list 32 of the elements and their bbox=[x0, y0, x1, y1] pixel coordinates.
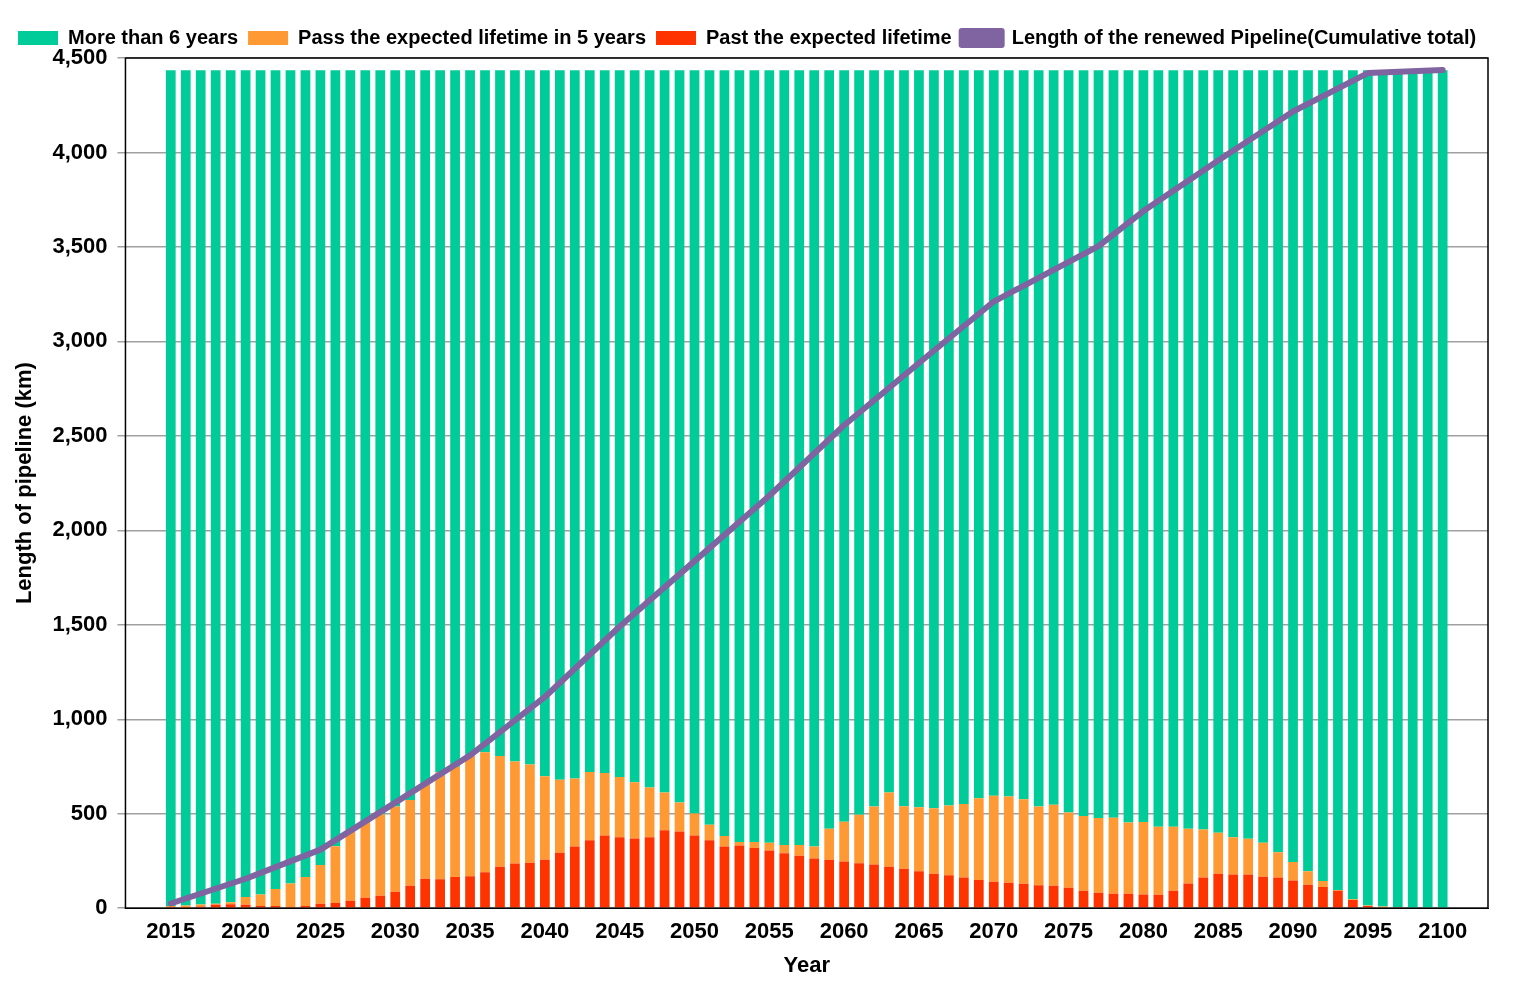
x-tick-label: 2050 bbox=[670, 918, 719, 944]
x-tick-label: 2055 bbox=[744, 918, 794, 944]
x-tick-label: 2070 bbox=[969, 918, 1019, 944]
legend-label: Length of the renewed Pipeline(Cumulative total) bbox=[1011, 25, 1477, 48]
x-tick-label: 2065 bbox=[894, 918, 944, 944]
x-tick-label: 2025 bbox=[295, 918, 345, 944]
y-tick-label: 4,000 bbox=[52, 138, 108, 164]
y-tick-label: 2,500 bbox=[52, 421, 108, 447]
y-axis-title: Length of pipeline (km) bbox=[11, 362, 37, 605]
y-tick-label: 2,000 bbox=[52, 516, 108, 542]
y-tick-label: 1,500 bbox=[52, 610, 108, 636]
legend-label: Past the expected lifetime bbox=[706, 25, 952, 48]
y-tick-label: 3,500 bbox=[52, 233, 108, 258]
x-tick-label: 2030 bbox=[370, 918, 420, 944]
x-tick-label: 2075 bbox=[1044, 918, 1094, 944]
y-tick-label: 3,000 bbox=[52, 327, 108, 353]
x-tick-label: 2060 bbox=[819, 918, 869, 944]
x-tick-label: 2020 bbox=[221, 918, 271, 944]
y-tick-label: 1,000 bbox=[52, 705, 108, 731]
x-tick-label: 2040 bbox=[520, 918, 570, 944]
x-tick-label: 2100 bbox=[1418, 918, 1468, 944]
x-tick-label: 2045 bbox=[595, 918, 645, 944]
x-tick-label: 2090 bbox=[1268, 918, 1318, 944]
y-tick-label: 500 bbox=[70, 799, 108, 825]
x-tick-label: 2080 bbox=[1118, 918, 1168, 944]
x-axis-title: Year bbox=[783, 951, 831, 977]
legend-label: Pass the expected lifetime in 5 years bbox=[298, 25, 647, 48]
x-tick-label: 2015 bbox=[146, 918, 196, 944]
x-tick-label: 2035 bbox=[445, 918, 495, 944]
x-tick-label: 2085 bbox=[1193, 918, 1243, 944]
x-tick-label: 2095 bbox=[1343, 918, 1393, 944]
y-tick-label: 0 bbox=[95, 894, 108, 920]
